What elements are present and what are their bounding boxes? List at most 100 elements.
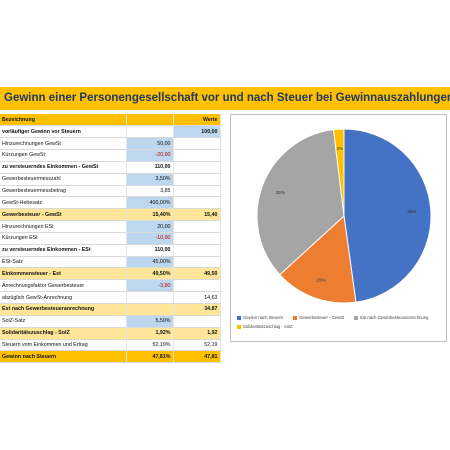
legend-item: Solidaritätszuschlag - SolZ bbox=[237, 322, 293, 331]
row-value-cell[interactable]: 47,81 bbox=[173, 350, 221, 364]
legend-item: Gewerbesteuer - GewSt bbox=[293, 313, 344, 322]
row-label-cell[interactable]: Gewerbesteuermesszahl bbox=[0, 173, 127, 186]
pie-slice-label: 48% bbox=[407, 209, 416, 214]
row-label-cell[interactable]: Hinzurechnungen ESt bbox=[0, 220, 127, 233]
legend-swatch bbox=[237, 324, 241, 329]
row-label-cell[interactable]: Anrechnungsfaktor Gewerbesteuer bbox=[0, 279, 127, 293]
row-input-cell[interactable]: 50,00 bbox=[126, 137, 174, 151]
row-input-cell[interactable]: 47,81% bbox=[126, 350, 174, 364]
table-row: Gewinn nach Steuern 47,81% 47,81 bbox=[0, 350, 221, 364]
row-value-cell[interactable] bbox=[173, 173, 221, 186]
legend-swatch bbox=[237, 315, 241, 320]
table-row: zu versteuerndes Einkommen - ESt 110,00 bbox=[0, 244, 221, 257]
row-label-cell[interactable]: Gewinn nach Steuern bbox=[0, 350, 127, 364]
table-row: vorläufiger Gewinn vor Steuern 100,00 bbox=[0, 125, 221, 139]
row-input-cell[interactable]: 5,50% bbox=[126, 315, 174, 328]
table-row: Steuern vom Einkommen und Ertrag 52,19% 52… bbox=[0, 339, 221, 352]
row-value-cell[interactable] bbox=[173, 244, 221, 257]
pie-slice-label: 15% bbox=[316, 277, 325, 282]
row-input-cell[interactable]: 3,85 bbox=[126, 185, 174, 198]
row-value-cell[interactable] bbox=[173, 137, 221, 151]
legend-label: Est nach Gewerbesteueranrechnung bbox=[360, 315, 429, 320]
header-cell-label[interactable]: Bezeichnung bbox=[0, 114, 127, 127]
table-row: Kürzungen GewSt -20,00 bbox=[0, 149, 221, 162]
row-label-cell[interactable]: Steuern vom Einkommen und Ertrag bbox=[0, 339, 127, 352]
row-input-cell[interactable]: 110,00 bbox=[126, 244, 174, 257]
row-input-cell[interactable]: -20,00 bbox=[126, 149, 174, 162]
row-label-cell[interactable]: Solidaritätszuschlag - SolZ bbox=[0, 327, 127, 340]
header-cell-col1[interactable] bbox=[126, 114, 174, 127]
table-row: Hinzurechnungen ESt 20,00 bbox=[0, 220, 221, 233]
row-value-cell[interactable]: 49,50 bbox=[173, 267, 221, 281]
row-value-cell[interactable]: 34,87 bbox=[173, 303, 221, 316]
row-value-cell[interactable]: 52,19 bbox=[173, 339, 221, 352]
row-input-cell[interactable]: 1,92% bbox=[126, 327, 174, 340]
row-label-cell[interactable]: Kürzungen ESt bbox=[0, 232, 127, 245]
table-row: Kürzungen ESt -10,00 bbox=[0, 232, 221, 245]
row-label-cell[interactable]: zu versteuerndes Einkommen - ESt bbox=[0, 244, 127, 257]
pie-chart-panel[interactable]: 48% 15% 35% 2% Gewinn nach Steuern Gewerbest… bbox=[230, 114, 447, 342]
row-label-cell[interactable]: Est nach Gewerbesteueranrechnung bbox=[0, 303, 127, 316]
row-label-cell[interactable]: GewSt-Hebesatz bbox=[0, 196, 127, 210]
row-label-cell[interactable]: vorläufiger Gewinn vor Steuern bbox=[0, 125, 127, 139]
pie-chart: 48% 15% 35% 2% bbox=[256, 128, 432, 304]
row-value-cell[interactable] bbox=[173, 256, 221, 269]
row-input-cell[interactable]: 400,00% bbox=[126, 196, 174, 210]
pie-slice-label: 2% bbox=[337, 146, 344, 151]
table-row: Solidaritätszuschlag - SolZ 1,92% 1,92 bbox=[0, 327, 221, 340]
row-input-cell[interactable]: 49,50% bbox=[126, 267, 174, 281]
row-input-cell[interactable]: 110,00 bbox=[126, 161, 174, 174]
table-row: Est nach Gewerbesteueranrechnung 34,87 bbox=[0, 303, 221, 316]
table-row: Hinzurechnungen GewSt 50,00 bbox=[0, 137, 221, 151]
row-value-cell[interactable]: 14,63 bbox=[173, 291, 221, 304]
legend-label: Solidaritätszuschlag - SolZ bbox=[243, 324, 293, 329]
row-value-cell[interactable]: 1,92 bbox=[173, 327, 221, 340]
pie-slice[interactable] bbox=[343, 128, 432, 303]
row-input-cell[interactable] bbox=[126, 125, 174, 139]
row-value-cell[interactable] bbox=[173, 196, 221, 210]
row-label-cell[interactable]: Kürzungen GewSt bbox=[0, 149, 127, 162]
row-label-cell[interactable]: Einkommensteuer - Est bbox=[0, 267, 127, 281]
pie-slice[interactable] bbox=[279, 214, 357, 304]
row-label-cell[interactable]: Hinzurechnungen GewSt bbox=[0, 137, 127, 151]
row-input-cell[interactable]: 52,19% bbox=[126, 339, 174, 352]
legend-item: Est nach Gewerbesteueranrechnung bbox=[354, 313, 428, 322]
row-value-cell[interactable]: 100,00 bbox=[173, 125, 221, 139]
row-value-cell[interactable] bbox=[173, 315, 221, 328]
row-input-cell[interactable]: 45,00% bbox=[126, 256, 174, 269]
row-label-cell[interactable]: abzüglich GewSt-Anrechnung bbox=[0, 291, 127, 304]
row-input-cell[interactable] bbox=[126, 291, 174, 304]
row-label-cell[interactable]: SolZ-Satz bbox=[0, 315, 127, 328]
row-label-cell[interactable]: ESt-Satz bbox=[0, 256, 127, 269]
row-value-cell[interactable] bbox=[173, 232, 221, 245]
header-cell-values[interactable]: Werte bbox=[173, 114, 221, 127]
table-row: Anrechnungsfaktor Gewerbesteuer -3,80 bbox=[0, 279, 221, 293]
row-input-cell[interactable]: -3,80 bbox=[126, 279, 174, 293]
row-input-cell[interactable]: 3,50% bbox=[126, 173, 174, 186]
legend-item: Gewinn nach Steuern bbox=[237, 313, 283, 322]
row-value-cell[interactable] bbox=[173, 185, 221, 198]
row-value-cell[interactable]: 15,40 bbox=[173, 208, 221, 222]
table-row: GewSt-Hebesatz 400,00% bbox=[0, 196, 221, 210]
table-row: Einkommensteuer - Est 49,50% 49,50 bbox=[0, 267, 221, 281]
legend-label: Gewinn nach Steuern bbox=[243, 315, 284, 320]
row-label-cell[interactable]: Gewerbesteuer - GewSt bbox=[0, 208, 127, 222]
row-input-cell[interactable]: 20,00 bbox=[126, 220, 174, 233]
pie-slice[interactable] bbox=[332, 128, 345, 217]
pie-slice-label: 35% bbox=[276, 190, 285, 195]
calculation-table: Bezeichnung Werte vorläufiger Gewinn vor S… bbox=[0, 114, 221, 364]
row-label-cell[interactable]: zu versteuerndes Einkommen - GewSt bbox=[0, 161, 127, 174]
row-value-cell[interactable] bbox=[173, 279, 221, 293]
row-input-cell[interactable]: -10,00 bbox=[126, 232, 174, 245]
row-label-cell[interactable]: Gewerbesteuermessbetrag bbox=[0, 185, 127, 198]
legend-swatch bbox=[354, 315, 359, 320]
row-input-cell[interactable] bbox=[126, 303, 174, 316]
row-value-cell[interactable] bbox=[173, 149, 221, 162]
table-row: Gewerbesteuermessbetrag 3,85 bbox=[0, 185, 221, 198]
legend-swatch bbox=[293, 315, 298, 320]
pie-slice[interactable] bbox=[256, 129, 345, 276]
row-value-cell[interactable] bbox=[173, 161, 221, 174]
table-row: Gewerbesteuermesszahl 3,50% bbox=[0, 173, 221, 186]
row-input-cell[interactable]: 15,40% bbox=[126, 208, 174, 222]
row-value-cell[interactable] bbox=[173, 220, 221, 233]
